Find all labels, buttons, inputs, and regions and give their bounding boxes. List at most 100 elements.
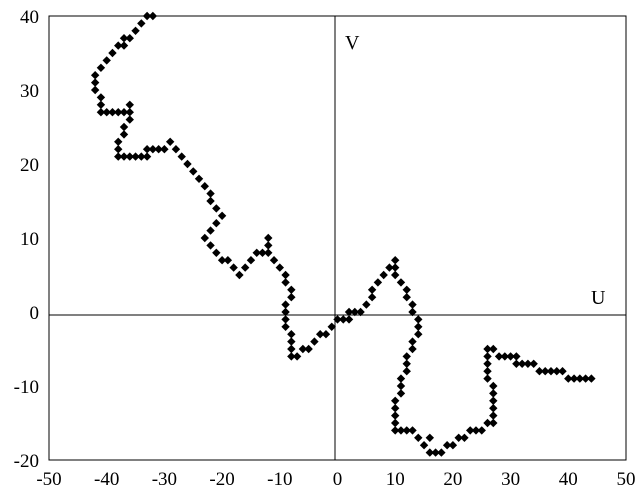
data-point — [189, 167, 198, 176]
data-point — [344, 315, 354, 324]
x-tick-label: -50 — [36, 469, 61, 489]
data-point — [114, 145, 123, 154]
data-point — [287, 285, 296, 294]
data-point — [402, 293, 411, 302]
data-point — [414, 433, 423, 442]
data-point — [114, 137, 123, 146]
data-point — [96, 63, 106, 72]
y-tick-label: 20 — [20, 155, 39, 176]
data-point — [402, 426, 411, 435]
data-point — [483, 344, 492, 354]
data-point — [506, 352, 515, 361]
data-point — [246, 256, 256, 265]
data-point — [489, 389, 498, 398]
data-point — [512, 352, 521, 361]
data-point — [264, 248, 273, 257]
data-point — [206, 226, 215, 235]
y-tick-label: 30 — [20, 81, 39, 102]
data-point — [385, 263, 394, 272]
data-point — [287, 293, 296, 302]
data-point — [119, 108, 129, 117]
data-point — [391, 270, 400, 280]
data-point — [483, 359, 492, 368]
data-point — [362, 300, 371, 309]
data-point — [431, 448, 440, 457]
data-point — [119, 41, 129, 50]
data-point — [114, 108, 123, 117]
data-point — [125, 115, 134, 124]
data-point — [292, 352, 302, 361]
data-point — [408, 426, 417, 435]
data-point — [367, 293, 377, 302]
y-tick-label: 40 — [20, 7, 39, 28]
data-point — [448, 441, 458, 450]
data-point — [90, 78, 100, 87]
data-point — [321, 330, 331, 339]
data-point — [96, 108, 106, 117]
data-point — [489, 344, 498, 354]
data-point — [90, 71, 100, 80]
data-point — [212, 204, 221, 213]
data-point — [489, 381, 498, 391]
data-point — [229, 263, 238, 272]
data-point — [119, 122, 129, 132]
data-point — [396, 374, 406, 383]
data-point — [500, 352, 510, 361]
data-point — [281, 315, 290, 324]
data-point — [217, 211, 227, 220]
data-point — [148, 11, 158, 21]
data-point — [350, 307, 360, 317]
data-point — [408, 307, 417, 317]
data-point — [494, 352, 504, 361]
data-point — [137, 19, 146, 28]
data-point — [419, 441, 429, 450]
data-point — [235, 270, 244, 280]
data-point — [471, 426, 481, 435]
data-point — [402, 367, 411, 376]
data-point — [356, 307, 365, 317]
y-tick-label: -20 — [14, 451, 39, 472]
data-point — [391, 263, 400, 272]
data-point — [165, 137, 175, 146]
data-point — [142, 11, 152, 21]
data-point — [333, 315, 342, 324]
data-point — [125, 152, 134, 161]
data-point — [108, 108, 117, 117]
data-point — [373, 278, 383, 287]
data-point — [281, 270, 290, 280]
data-point — [437, 448, 446, 457]
data-point — [281, 307, 290, 317]
data-point — [442, 441, 452, 450]
data-point — [287, 330, 296, 339]
data-point — [489, 411, 498, 420]
data-point — [391, 418, 400, 428]
y-tick-label: 0 — [30, 303, 40, 324]
v-axis-label: V — [345, 32, 360, 54]
data-point — [183, 159, 192, 169]
data-point — [114, 41, 123, 50]
data-point — [194, 174, 204, 183]
data-point — [200, 182, 209, 191]
data-point — [114, 152, 123, 161]
data-point — [529, 359, 538, 368]
data-point — [298, 344, 308, 354]
data-point — [523, 359, 533, 368]
data-point — [96, 93, 106, 102]
data-point — [396, 278, 406, 287]
data-point — [483, 374, 492, 383]
x-tick-label: 50 — [617, 469, 636, 489]
data-point — [310, 337, 319, 346]
data-point — [287, 337, 296, 346]
data-point — [160, 145, 169, 154]
x-tick-label: 40 — [559, 469, 578, 489]
x-tick-label: 10 — [386, 469, 405, 489]
data-point — [206, 189, 215, 198]
data-point — [541, 367, 550, 376]
x-tick-label: -40 — [94, 469, 119, 489]
data-point — [391, 396, 400, 405]
data-point — [391, 256, 400, 265]
data-point — [223, 256, 233, 265]
data-point — [558, 367, 567, 376]
data-point — [108, 48, 117, 58]
